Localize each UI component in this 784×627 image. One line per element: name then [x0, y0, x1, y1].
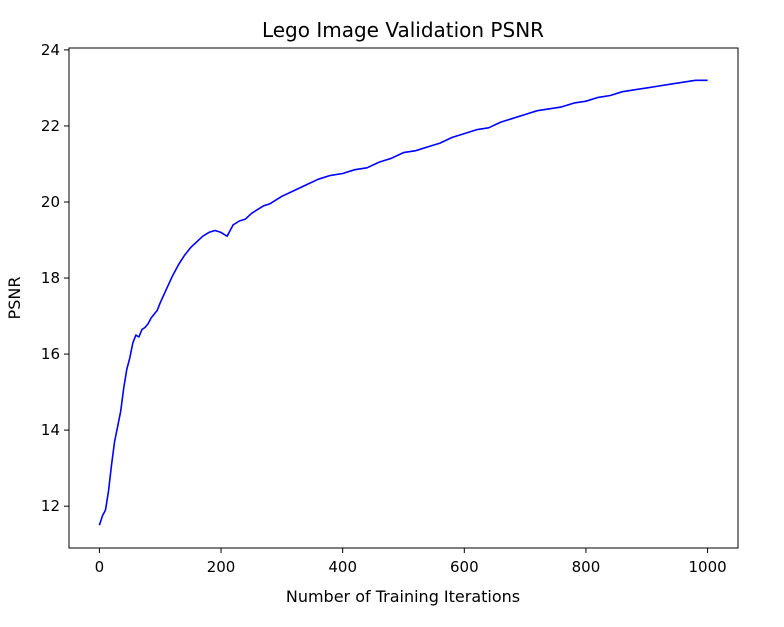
y-tick-label: 18 [41, 269, 60, 287]
y-tick-label: 16 [41, 345, 60, 363]
x-axis: 0 200 400 600 800 1000 [95, 548, 727, 576]
x-tick-label: 400 [328, 558, 357, 576]
y-axis-title: PSNR [5, 277, 24, 320]
x-tick-label: 1000 [688, 558, 726, 576]
x-tick-label: 600 [450, 558, 479, 576]
y-tick-label: 20 [41, 193, 60, 211]
x-tick-label: 0 [95, 558, 105, 576]
psnr-series-line [98, 79, 708, 526]
x-tick-label: 200 [207, 558, 236, 576]
y-tick-label: 14 [41, 421, 60, 439]
y-tick-label: 24 [41, 41, 60, 59]
y-tick-label: 12 [41, 497, 60, 515]
chart-title: Lego Image Validation PSNR [262, 18, 544, 42]
x-axis-title: Number of Training Iterations [286, 587, 520, 606]
y-tick-label: 22 [41, 117, 60, 135]
x-tick-label: 800 [572, 558, 601, 576]
plot-area-frame [68, 47, 739, 549]
y-axis: 12 14 16 18 20 22 24 [41, 41, 69, 515]
